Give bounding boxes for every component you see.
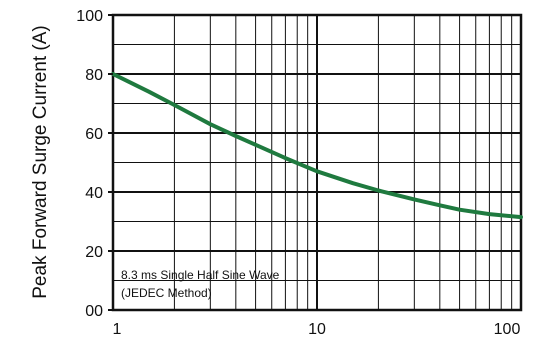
grid-lines: [113, 15, 521, 310]
annotation-line-2: (JEDEC Method): [121, 286, 212, 300]
tick-labels: 00 20 40 60 80 100 1 10 100: [76, 8, 520, 338]
y-tick-label: 60: [85, 126, 103, 143]
y-tick-label: 100: [76, 8, 103, 25]
y-tick-label: 20: [85, 244, 103, 261]
y-tick-label: 80: [85, 67, 103, 84]
x-tick-label: 1: [113, 321, 122, 338]
x-tick-label: 100: [494, 321, 521, 338]
annotation-line-1: 8.3 ms Single Half Sine Wave: [121, 268, 280, 282]
plot-frame: [111, 13, 523, 312]
series-layer: [111, 72, 523, 220]
y-axis-label: Peak Forward Surge Current (A): [30, 25, 51, 299]
y-tick-label: 40: [85, 185, 103, 202]
series-line: [111, 72, 523, 220]
y-tick-label: 00: [85, 303, 103, 320]
x-tick-label: 10: [308, 321, 326, 338]
